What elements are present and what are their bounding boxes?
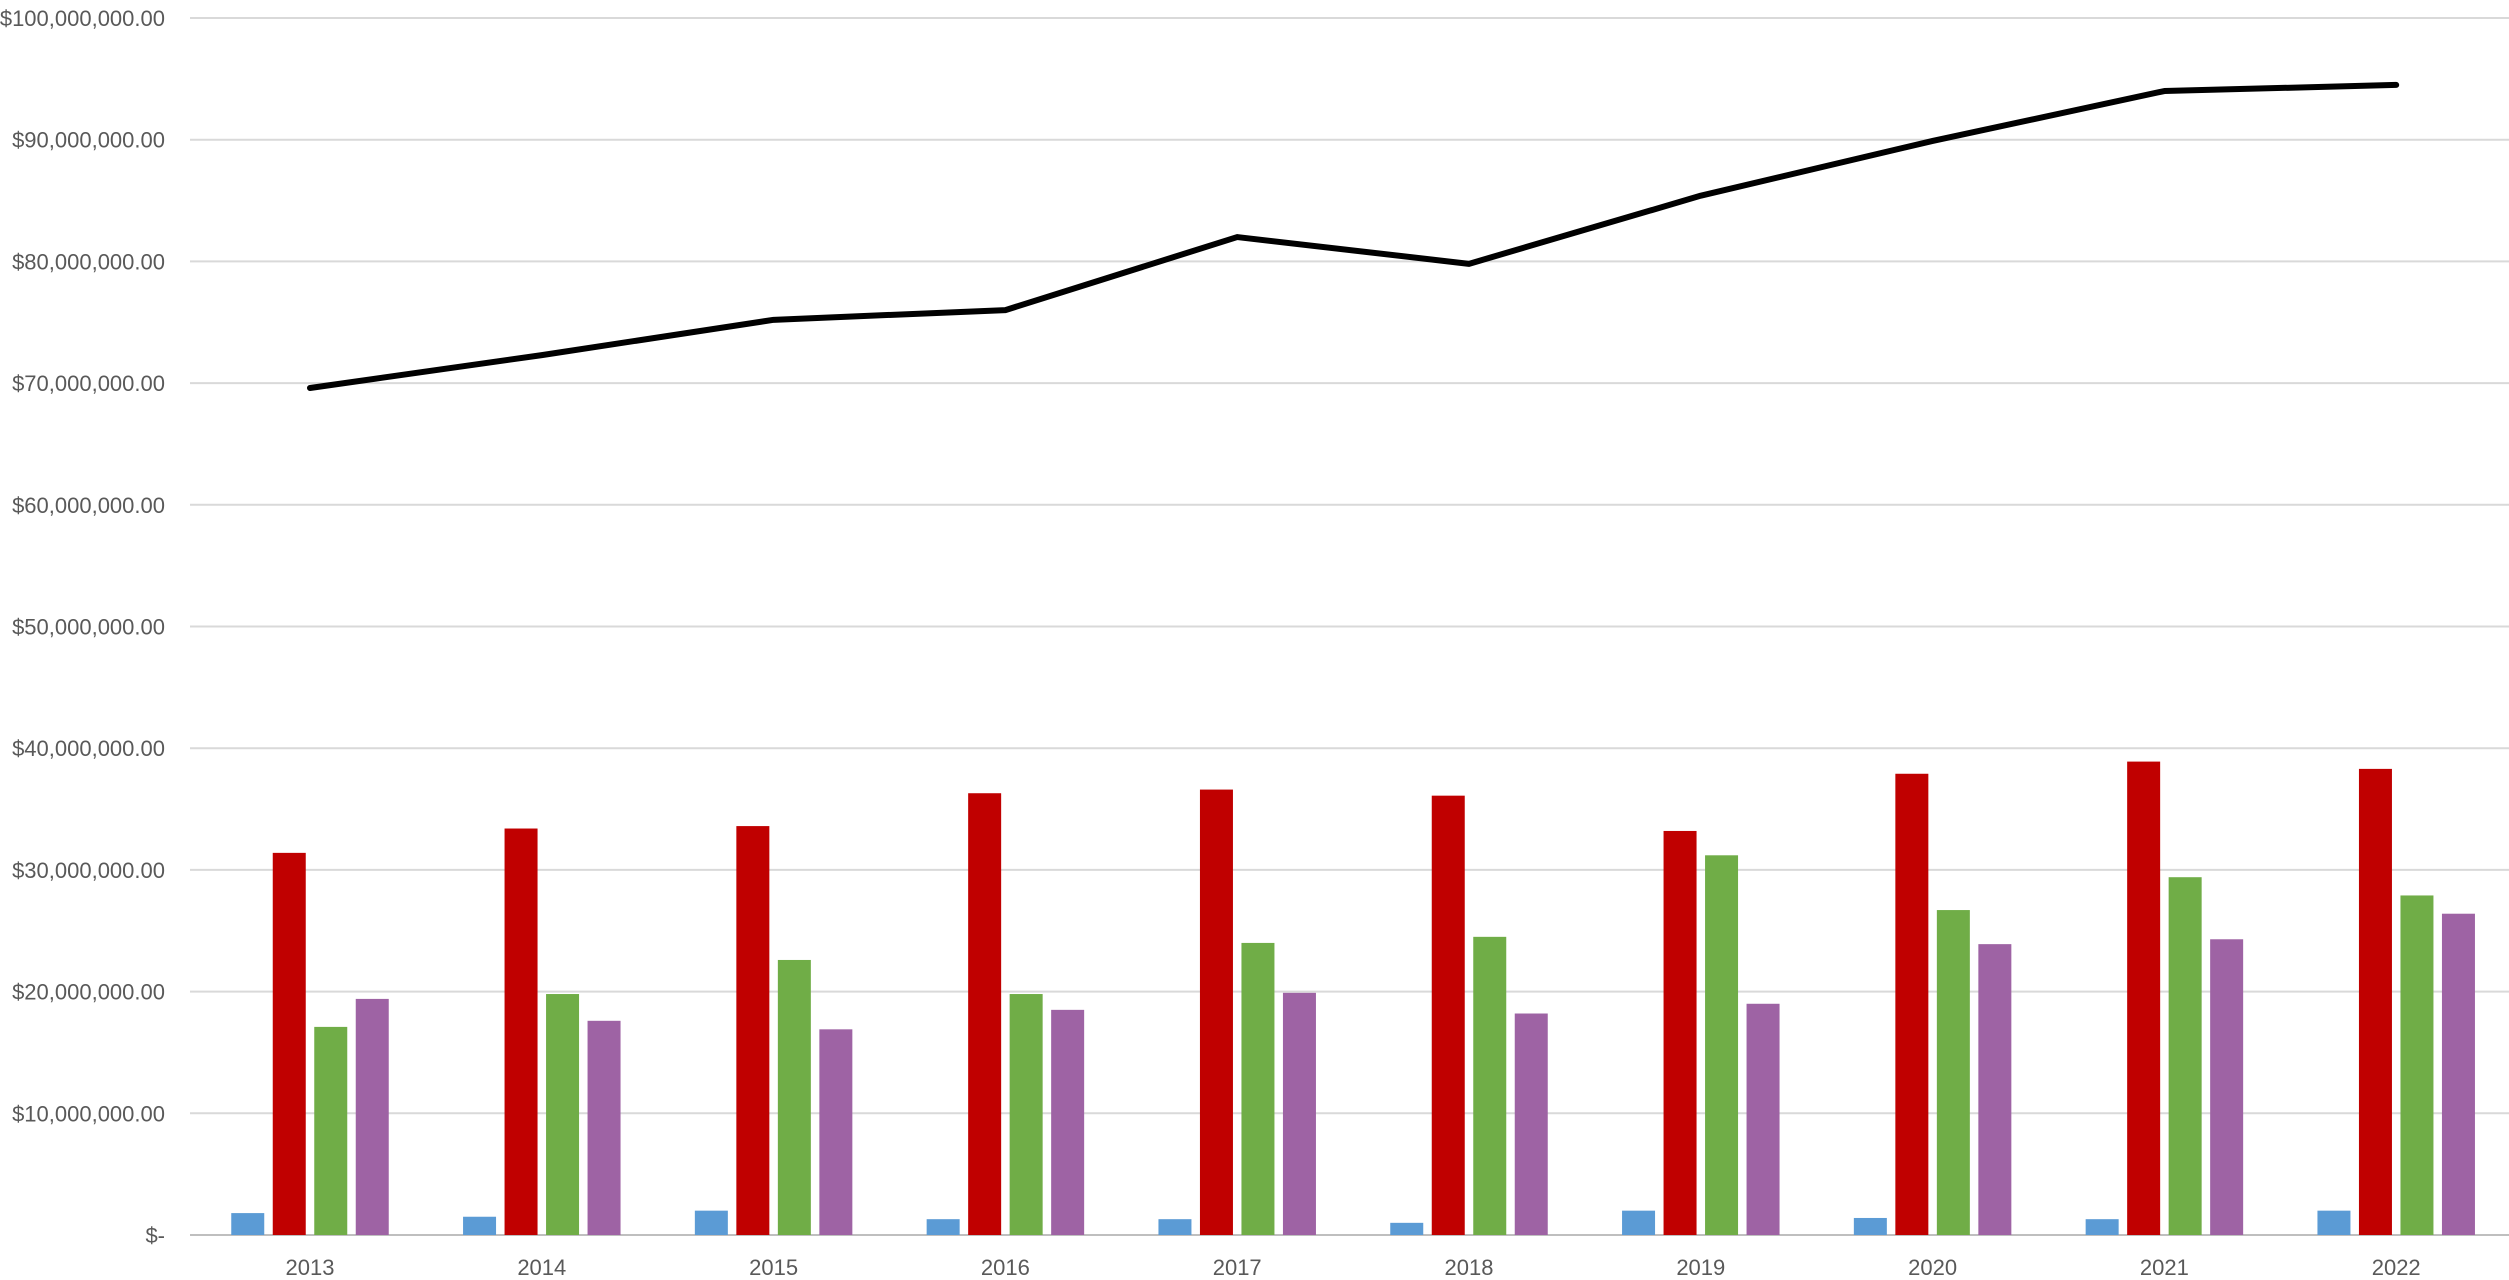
bar bbox=[1473, 936, 1507, 1235]
x-tick-label: 2017 bbox=[1213, 1255, 1262, 1280]
y-tick-label: $40,000,000.00 bbox=[12, 736, 165, 761]
y-tick-label: $100,000,000.00 bbox=[0, 6, 165, 31]
bar bbox=[1746, 1003, 1780, 1235]
bar bbox=[1009, 994, 1043, 1235]
bar bbox=[926, 1219, 960, 1235]
x-tick-label: 2018 bbox=[1445, 1255, 1494, 1280]
y-tick-label: $70,000,000.00 bbox=[12, 371, 165, 396]
bar bbox=[2168, 877, 2202, 1235]
bar bbox=[736, 826, 770, 1235]
bar bbox=[1936, 910, 1970, 1235]
bar bbox=[1895, 773, 1929, 1235]
bar bbox=[1199, 789, 1233, 1235]
y-tick-label: $90,000,000.00 bbox=[12, 128, 165, 153]
x-tick-label: 2016 bbox=[981, 1255, 1030, 1280]
y-tick-label: $- bbox=[145, 1223, 165, 1248]
bar bbox=[314, 1026, 348, 1235]
line-series bbox=[307, 81, 2400, 391]
series-line bbox=[307, 81, 2400, 391]
bar bbox=[1514, 1013, 1548, 1235]
bar bbox=[2085, 1219, 2119, 1235]
x-tick-label: 2022 bbox=[2372, 1255, 2421, 1280]
y-tick-label: $60,000,000.00 bbox=[12, 493, 165, 518]
bar bbox=[2210, 939, 2244, 1235]
x-tick-label: 2013 bbox=[286, 1255, 335, 1280]
bar bbox=[463, 1216, 497, 1235]
y-tick-label: $80,000,000.00 bbox=[12, 249, 165, 274]
bar bbox=[355, 998, 389, 1235]
bar bbox=[231, 1213, 265, 1235]
y-tick-label: $10,000,000.00 bbox=[12, 1101, 165, 1126]
x-tick-label: 2015 bbox=[749, 1255, 798, 1280]
bar bbox=[1705, 855, 1739, 1235]
x-tick-label: 2020 bbox=[1908, 1255, 1957, 1280]
bar bbox=[1978, 944, 2012, 1235]
y-axis: $- $10,000,000.00 $20,000,000.00 $30,000,00… bbox=[0, 6, 165, 1248]
bar bbox=[587, 1020, 621, 1235]
x-tick-label: 2014 bbox=[517, 1255, 566, 1280]
bar bbox=[2400, 895, 2434, 1235]
bar bbox=[1241, 942, 1275, 1235]
bar bbox=[694, 1210, 728, 1235]
bar bbox=[1853, 1217, 1887, 1235]
bar bbox=[1390, 1222, 1424, 1235]
bar bbox=[1282, 992, 1316, 1235]
y-tick-label: $20,000,000.00 bbox=[12, 980, 165, 1005]
bar bbox=[2127, 761, 2161, 1235]
x-tick-label: 2019 bbox=[1676, 1255, 1725, 1280]
bar bbox=[546, 994, 580, 1235]
bars bbox=[231, 761, 2475, 1235]
bar bbox=[1158, 1219, 1192, 1235]
bar bbox=[272, 852, 306, 1235]
bar bbox=[1663, 830, 1697, 1235]
bar bbox=[2317, 1210, 2351, 1235]
bar bbox=[1622, 1210, 1656, 1235]
y-tick-label: $50,000,000.00 bbox=[12, 615, 165, 640]
bar bbox=[968, 793, 1002, 1235]
bar bbox=[2358, 768, 2392, 1235]
bar bbox=[2441, 913, 2475, 1235]
x-axis: 2013 2014 2015 2016 2017 2018 2019 2020 2021 2022 bbox=[286, 1255, 2421, 1280]
bar bbox=[777, 959, 811, 1235]
bar bbox=[819, 1029, 853, 1235]
x-tick-label: 2021 bbox=[2140, 1255, 2189, 1280]
bar bbox=[1051, 1009, 1085, 1235]
y-tick-label: $30,000,000.00 bbox=[12, 858, 165, 883]
gridlines bbox=[190, 17, 2509, 1236]
bar bbox=[1431, 795, 1465, 1235]
bar bbox=[504, 828, 538, 1235]
